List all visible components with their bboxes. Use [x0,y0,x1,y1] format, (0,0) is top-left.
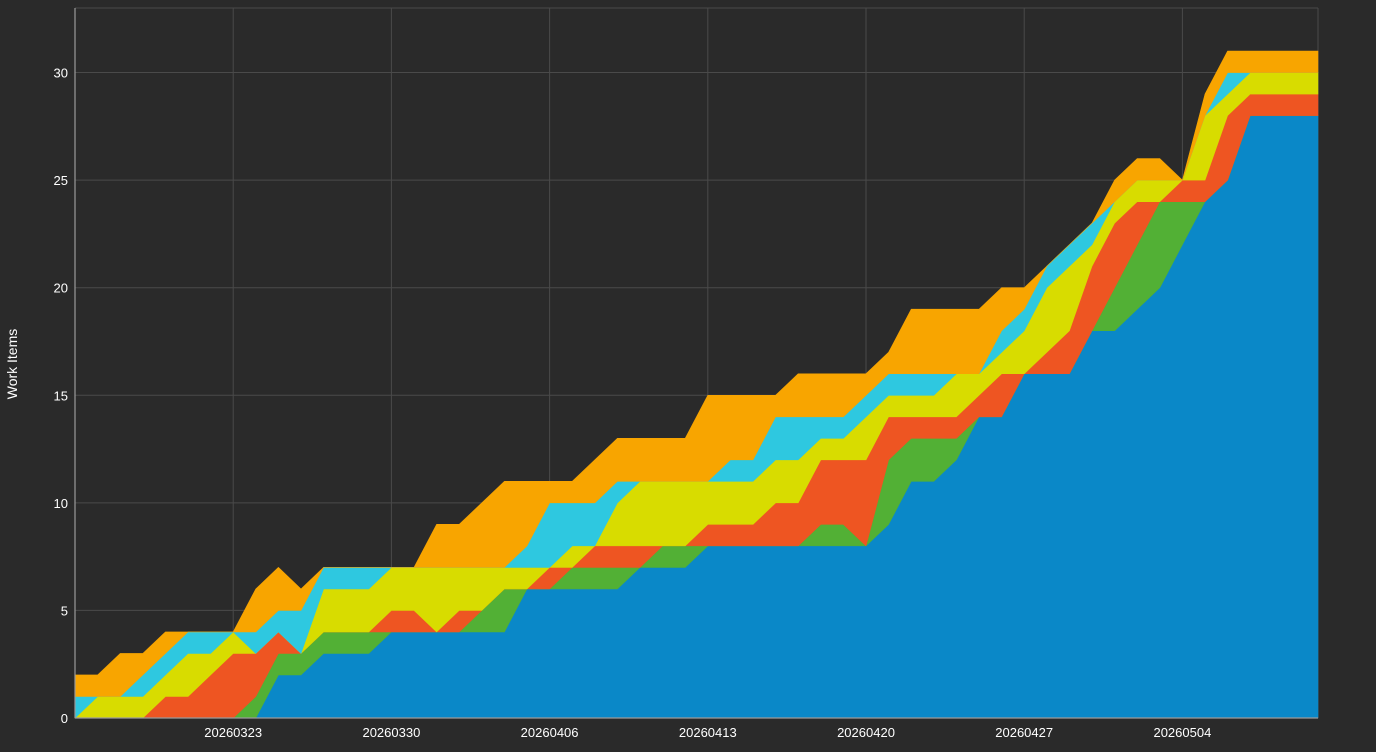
stacked-areas [74,50,1319,719]
y-tick-label: 30 [54,66,68,81]
x-tick-label: 20260406 [521,725,579,740]
y-tick-labels: 0 5 10 15 20 25 30 [54,66,68,726]
series-area-6 [74,50,1319,697]
y-tick-label: 15 [54,388,68,403]
y-tick-label: 5 [61,603,68,618]
y-axis-label: Work Items [4,329,20,400]
x-tick-labels: 20260323 20260330 20260406 20260413 20260420… [204,725,1211,740]
x-tick-label: 20260427 [995,725,1053,740]
x-tick-label: 20260420 [837,725,895,740]
x-tick-label: 20260330 [362,725,420,740]
y-tick-label: 20 [54,281,68,296]
y-tick-label: 10 [54,496,68,511]
x-tick-label: 20260504 [1153,725,1211,740]
y-tick-label: 0 [61,711,68,726]
y-tick-label: 25 [54,173,68,188]
x-tick-label: 20260323 [204,725,262,740]
x-tick-label: 20260413 [679,725,737,740]
axes [74,8,1318,719]
